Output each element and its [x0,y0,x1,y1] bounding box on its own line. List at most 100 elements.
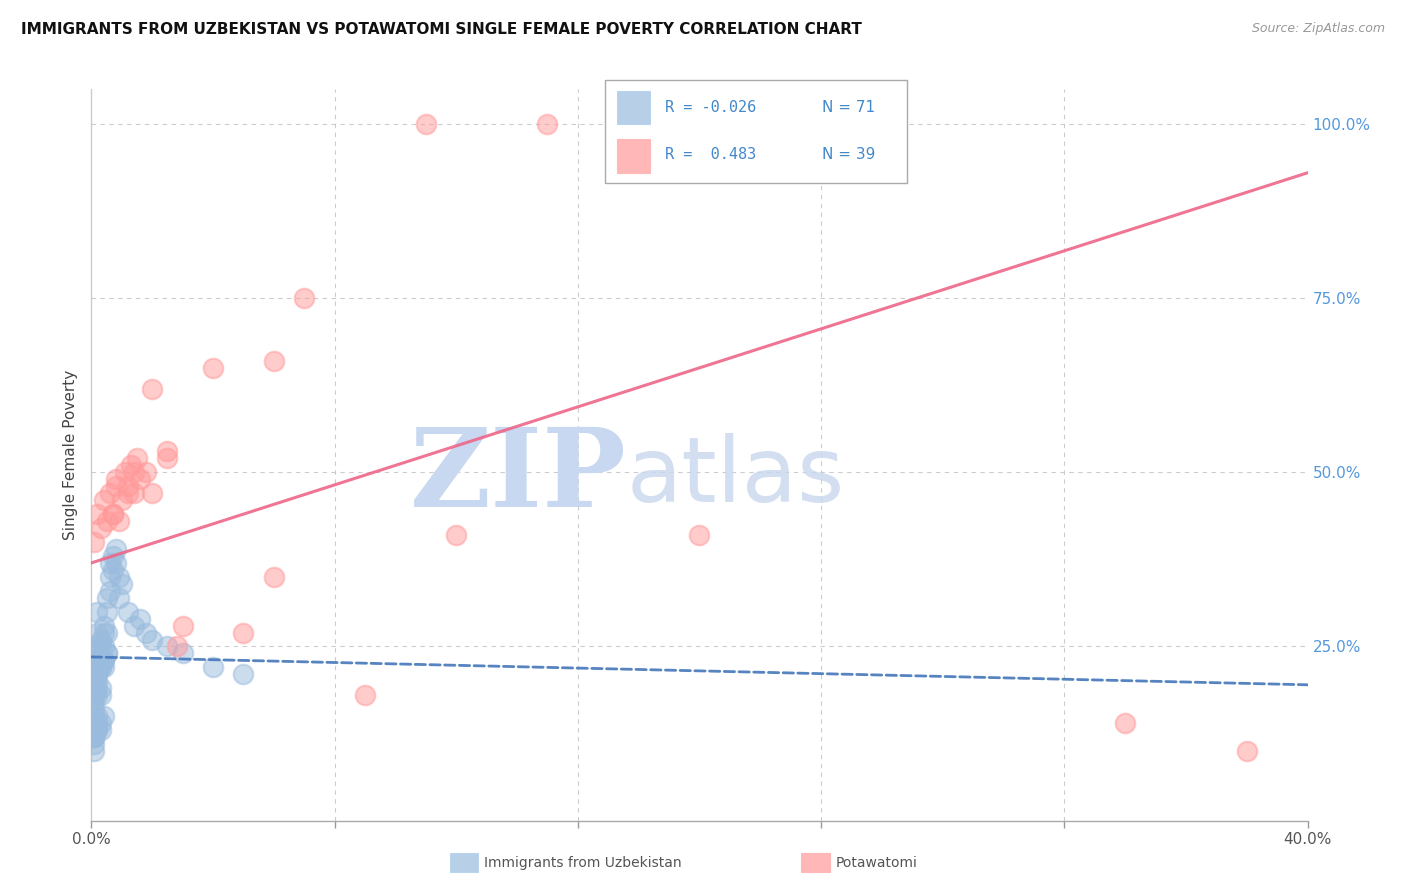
Point [86,681,108,696]
Point [292,291,315,305]
Point [89,640,111,654]
Point [141,632,163,647]
Point [122,466,145,480]
Point [96,625,118,640]
Point [89,632,111,647]
Point [1114,716,1136,731]
Point [202,360,225,375]
Point [354,688,377,702]
Point [101,507,124,521]
Point [232,625,254,640]
Point [141,486,163,500]
Point [101,507,124,521]
Text: N = 71: N = 71 [823,100,876,115]
Point [83,667,105,681]
Point [98,570,121,584]
Point [86,653,108,667]
Point [107,591,129,605]
Point [688,528,710,542]
Point [156,444,179,458]
Point [104,472,127,486]
Point [98,556,121,570]
Point [96,647,118,661]
Point [141,382,163,396]
Point [117,479,139,493]
Point [93,709,115,723]
Point [104,556,127,570]
Text: Potawatomi: Potawatomi [835,855,917,870]
Point [89,681,111,696]
Point [114,466,136,480]
Point [89,521,111,535]
Point [96,514,118,528]
Point [166,640,188,654]
Point [83,730,105,744]
Point [111,493,134,508]
Point [93,640,115,654]
Point [86,507,108,521]
Point [263,354,285,368]
Point [96,591,118,605]
Point [122,618,145,632]
Point [111,576,134,591]
Point [86,660,108,674]
Point [104,479,127,493]
Point [86,716,108,731]
Point [83,730,105,744]
Point [86,667,108,681]
Point [83,716,105,731]
Point [101,563,124,577]
Point [83,660,105,674]
Point [86,723,108,737]
Point [83,674,105,689]
Point [89,688,111,702]
Point [89,716,111,731]
Point [86,709,108,723]
Point [232,667,254,681]
Y-axis label: Single Female Poverty: Single Female Poverty [63,370,79,540]
Point [107,514,129,528]
Point [93,625,115,640]
Text: ZIP: ZIP [409,424,627,531]
Point [202,660,225,674]
Point [263,570,285,584]
Point [98,583,121,598]
Point [86,674,108,689]
Text: N = 39: N = 39 [823,147,876,162]
Point [86,723,108,737]
Text: atlas: atlas [627,433,845,521]
Point [93,653,115,667]
Point [98,486,121,500]
Point [83,695,105,709]
Point [172,618,194,632]
Point [86,625,108,640]
Point [1236,744,1258,758]
Point [83,702,105,716]
Point [101,549,124,563]
Point [129,612,152,626]
Point [117,486,139,500]
Point [93,653,115,667]
Point [96,647,118,661]
Point [93,618,115,632]
Point [156,640,179,654]
Point [83,653,105,667]
Point [117,605,139,619]
Text: Immigrants from Uzbekistan: Immigrants from Uzbekistan [484,855,682,870]
Point [83,709,105,723]
Point [89,660,111,674]
Point [83,730,105,744]
Point [156,451,179,466]
Text: Source: ZipAtlas.com: Source: ZipAtlas.com [1251,22,1385,36]
Point [120,458,142,473]
Point [86,688,108,702]
Point [415,117,437,131]
Point [93,493,115,508]
Point [135,466,157,480]
Point [104,541,127,556]
Point [122,486,145,500]
Point [83,688,105,702]
Point [83,744,105,758]
Point [96,605,118,619]
Point [83,723,105,737]
